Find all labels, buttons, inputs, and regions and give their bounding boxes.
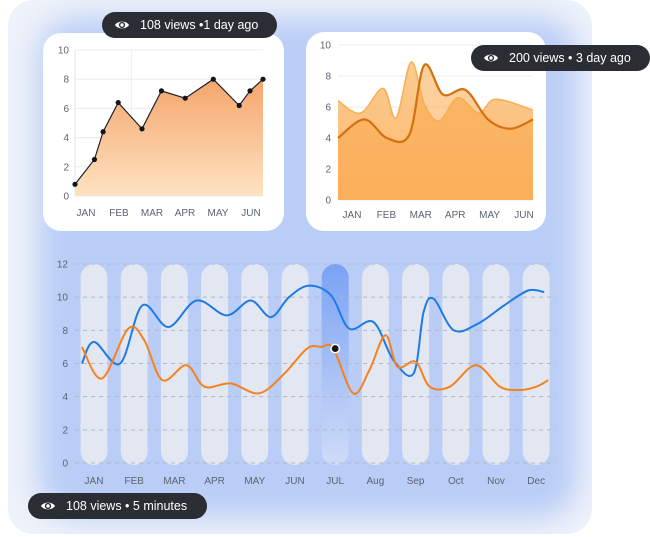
views-badge-text: 200 views • 3 day ago <box>509 51 631 65</box>
y-tick-label: 2 <box>325 165 331 176</box>
x-tick-label: FEB <box>377 210 397 221</box>
y-tick-label: 10 <box>58 46 70 57</box>
y-tick-label: 6 <box>325 103 331 114</box>
x-tick-label: MAR <box>141 208 163 219</box>
selected-point-marker <box>330 343 341 354</box>
y-tick-label: 0 <box>62 459 68 470</box>
month-bar <box>442 264 470 465</box>
data-point <box>236 102 242 109</box>
month-bar <box>241 264 269 465</box>
x-tick-label: JUN <box>285 476 304 487</box>
month-bar <box>201 264 229 465</box>
x-tick-label: JAN <box>343 210 362 221</box>
y-tick-label: 6 <box>62 359 68 370</box>
x-tick-label: MAY <box>479 210 500 221</box>
x-tick-label: JUN <box>241 208 260 219</box>
y-tick-label: 2 <box>62 425 68 436</box>
x-tick-label: APR <box>175 208 196 219</box>
y-tick-label: 8 <box>325 72 331 83</box>
month-bar <box>482 264 510 465</box>
x-tick-label: APR <box>445 210 466 221</box>
views-badge-text: 108 views •1 day ago <box>140 18 259 32</box>
data-point <box>158 88 165 94</box>
x-tick-label: JUL <box>326 476 344 487</box>
y-tick-label: 8 <box>63 75 69 86</box>
x-tick-label: Dec <box>527 476 545 487</box>
orange-series-line <box>81 325 549 395</box>
x-tick-label: Aug <box>367 476 385 487</box>
x-tick-label: MAR <box>163 476 185 487</box>
month-bar <box>80 264 108 465</box>
month-bar <box>281 264 309 465</box>
views-badge-top-right: 200 views • 3 day ago <box>471 45 650 71</box>
month-bar <box>120 264 148 465</box>
series-line <box>337 63 534 144</box>
highlighted-month-bar <box>321 264 349 465</box>
x-tick-label: Sep <box>407 476 425 487</box>
y-tick-label: 12 <box>57 260 69 271</box>
data-point <box>91 156 98 163</box>
x-tick-label: Oct <box>448 476 464 487</box>
area-fill <box>75 79 263 196</box>
data-point <box>182 95 188 101</box>
data-point <box>210 76 216 82</box>
y-tick-label: 10 <box>57 293 69 304</box>
month-bar <box>361 264 389 465</box>
area-chart-card-left: 0 2 4 6 8 10 JAN FEB MAR APR MAY JUN <box>43 33 284 231</box>
y-tick-label: 10 <box>320 41 332 52</box>
x-tick-label: APR <box>204 476 225 487</box>
y-tick-label: 4 <box>325 134 331 145</box>
y-tick-label: 6 <box>63 104 69 115</box>
x-tick-label: Nov <box>487 476 505 487</box>
x-tick-label: MAY <box>244 476 265 487</box>
month-bar <box>522 264 550 465</box>
data-point <box>260 76 266 82</box>
data-point <box>100 129 106 135</box>
y-tick-label: 0 <box>63 192 69 203</box>
y-tick-label: 0 <box>325 196 331 207</box>
data-point <box>247 88 253 94</box>
views-badge-top-left: 108 views •1 day ago <box>102 12 277 38</box>
views-badge-bottom-left: 108 views • 5 minutes <box>28 493 207 519</box>
x-tick-label: JAN <box>77 208 96 219</box>
blue-series-line <box>80 284 545 377</box>
x-tick-label: JUN <box>514 210 533 221</box>
month-bar <box>160 264 188 465</box>
data-point <box>72 181 78 187</box>
y-tick-label: 4 <box>62 392 68 403</box>
y-tick-label: 4 <box>63 133 69 144</box>
eye-icon <box>115 21 129 29</box>
area-fill <box>338 64 533 200</box>
eye-icon <box>484 54 498 62</box>
y-tick-label: 2 <box>63 162 69 173</box>
x-tick-label: FEB <box>109 208 129 219</box>
data-point <box>115 99 121 106</box>
x-tick-label: MAY <box>208 208 229 219</box>
eye-icon <box>41 502 55 510</box>
data-point <box>139 126 145 132</box>
x-tick-label: FEB <box>124 476 144 487</box>
x-tick-label: JAN <box>85 476 104 487</box>
x-tick-label: MAR <box>410 210 432 221</box>
views-badge-text: 108 views • 5 minutes <box>66 499 188 513</box>
y-tick-label: 8 <box>62 326 68 337</box>
